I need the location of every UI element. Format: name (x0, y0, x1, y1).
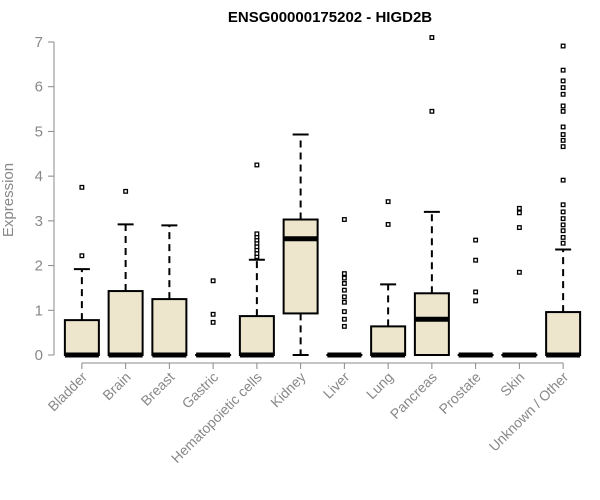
box-0 (63, 184, 100, 358)
outlier-point (560, 216, 566, 222)
outlier-point (560, 234, 566, 240)
outlier-point (560, 177, 566, 183)
y-tick-label: 4 (35, 168, 43, 185)
box-2 (151, 224, 188, 358)
box-11 (545, 43, 582, 358)
outlier-point (560, 137, 566, 143)
outlier-point (516, 269, 522, 275)
outlier-point (560, 222, 566, 228)
outlier-point (254, 231, 260, 237)
outlier-point (560, 202, 566, 208)
outlier-point (560, 67, 566, 73)
outlier-point (560, 108, 566, 114)
outlier-point (79, 184, 85, 190)
outlier-point (341, 316, 347, 322)
x-tick-label: Breast (138, 369, 178, 409)
outlier-point (341, 281, 347, 286)
x-tick-label: Lung (363, 369, 396, 402)
outlier-point (385, 221, 391, 227)
outlier-point (560, 144, 566, 150)
outlier-point (254, 162, 260, 168)
x-tick-label: Pancreas (387, 369, 440, 422)
outlier-point (473, 237, 479, 243)
outlier-point (341, 299, 347, 305)
x-tick-label: Kidney (267, 369, 309, 411)
outlier-point (560, 132, 566, 138)
chart-title: ENSG00000175202 - HIGD2B (228, 9, 432, 26)
outlier-point (560, 228, 566, 234)
outlier-point (341, 287, 347, 293)
outlier-point (560, 124, 566, 130)
box-7 (370, 199, 407, 358)
box-body (63, 319, 100, 357)
outlier-point (210, 319, 216, 325)
outlier-point (560, 103, 566, 109)
outlier-point (341, 323, 347, 329)
box-10 (501, 205, 538, 358)
box-8 (413, 35, 450, 356)
x-tick-label: Prostate (436, 369, 484, 417)
y-axis-label: Expression (0, 163, 17, 237)
box-body (370, 325, 407, 356)
outlier-point (560, 43, 566, 49)
y-tick-label: 2 (35, 258, 43, 275)
outlier-point (429, 35, 435, 40)
x-tick-label: Brain (99, 369, 133, 403)
box-body (151, 298, 188, 357)
x-tick-label: Gastric (179, 369, 222, 412)
outlier-point (516, 225, 522, 231)
box-4 (238, 162, 275, 358)
outlier-point (516, 210, 522, 216)
outlier-point (210, 278, 216, 284)
box-body (413, 292, 450, 356)
x-tick-label: Bladder (45, 369, 91, 415)
outlier-point (473, 257, 479, 263)
outlier-point (516, 205, 522, 211)
boxes-layer (63, 35, 582, 358)
box-body (282, 218, 319, 315)
outlier-point (473, 289, 479, 295)
outlier-point (429, 108, 435, 114)
outlier-point (341, 275, 347, 281)
outlier-point (473, 298, 479, 304)
outlier-point (341, 271, 347, 277)
y-axis: 0 1 2 3 4 5 6 7 (35, 34, 55, 364)
box-body (238, 315, 275, 356)
x-tick-label: Skin (497, 369, 528, 400)
y-tick-label: 6 (35, 79, 43, 96)
outlier-point (560, 91, 566, 97)
outlier-point (560, 78, 566, 84)
x-tick-label: Unknown / Other (486, 369, 572, 455)
box-body (545, 311, 582, 356)
box-1 (107, 188, 144, 358)
x-tick-label: Liver (320, 369, 353, 402)
outlier-point (341, 217, 347, 222)
y-tick-label: 5 (35, 123, 43, 140)
box-9 (457, 237, 494, 358)
outlier-point (79, 253, 85, 259)
outlier-point (123, 188, 129, 194)
y-tick-label: 3 (35, 213, 43, 230)
box-body (107, 290, 144, 356)
outlier-point (560, 209, 566, 215)
box-5 (282, 133, 319, 356)
outlier-point (341, 294, 347, 300)
outlier-point (560, 240, 566, 246)
y-tick-label: 1 (35, 302, 43, 319)
outlier-point (341, 309, 347, 315)
box-3 (195, 278, 232, 358)
outlier-point (210, 311, 216, 317)
outlier-point (560, 85, 566, 91)
y-tick-label: 0 (35, 347, 43, 364)
box-6 (326, 217, 363, 358)
outlier-point (385, 199, 391, 205)
y-tick-label: 7 (35, 34, 43, 51)
